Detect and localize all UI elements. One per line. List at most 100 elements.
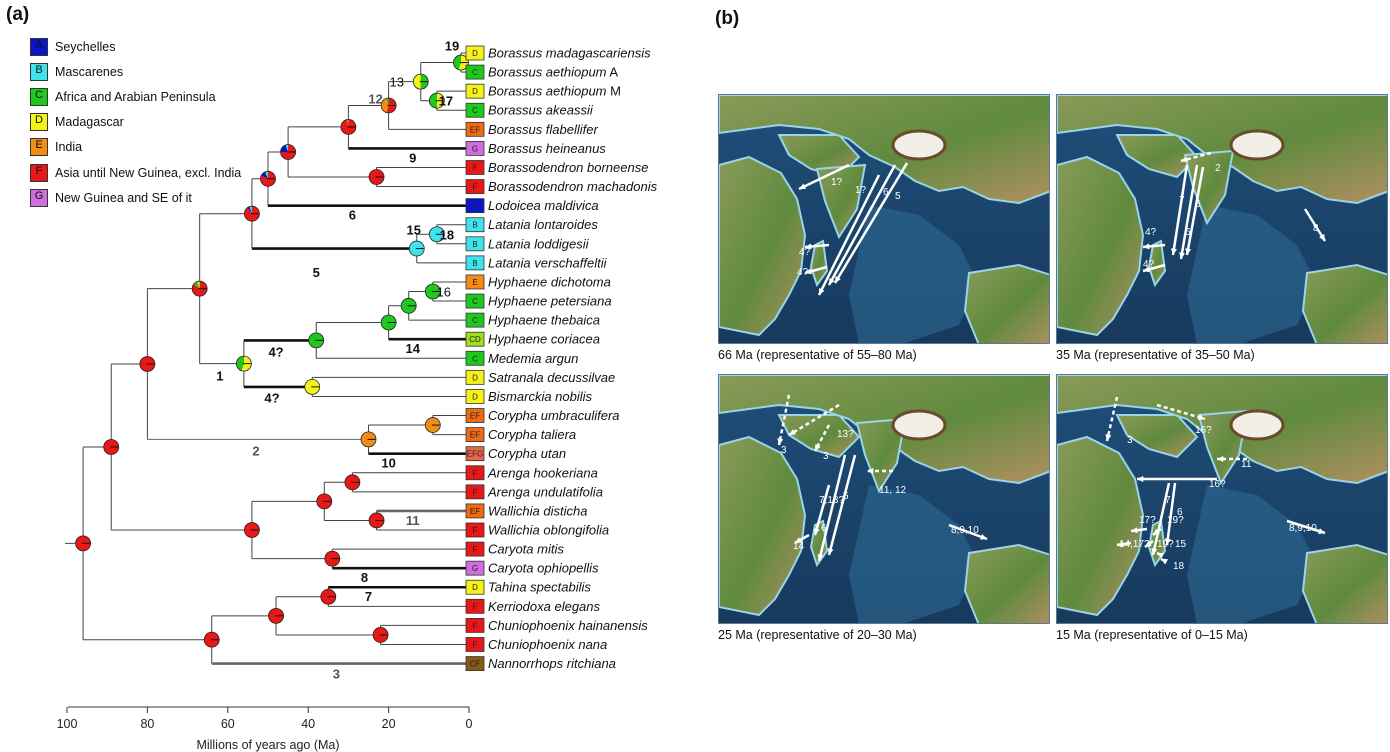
event-label: 8,9,10 — [1289, 523, 1317, 534]
arrow-head — [813, 528, 820, 535]
tip-state-code: B — [472, 240, 477, 249]
tip-state-box — [465, 293, 485, 309]
taxon-name: Corypha taliera — [488, 427, 576, 442]
taxon-name: Arenga hookeriana — [487, 465, 598, 480]
tip-row: EF Corypha taliera — [465, 427, 576, 443]
axis-title: Millions of years ago (Ma) — [196, 738, 339, 752]
node-state-pie — [268, 607, 284, 624]
tip-row: EF Borassus flabellifer — [465, 122, 598, 137]
tip-state-box — [465, 618, 485, 633]
dispersal-arrow — [798, 163, 850, 191]
pie-outline — [424, 283, 441, 300]
ocean-ridge — [1187, 485, 1317, 623]
tip-state-box — [465, 503, 485, 519]
arrow-head — [1137, 475, 1144, 483]
arrow-head — [1105, 434, 1112, 441]
tip-row: B Latania lontaroides — [465, 217, 598, 233]
node-state-pie — [304, 378, 321, 395]
legend-swatch: A — [30, 37, 48, 56]
arrow-head — [1181, 156, 1188, 163]
taxon-name: Borassodendron machadonis — [488, 179, 658, 194]
node-state-pie — [360, 431, 377, 448]
event-label: 19? — [1157, 539, 1174, 550]
tip-taxon-name: Lodoicea maldivica — [488, 198, 599, 213]
node-state-pie — [424, 283, 441, 300]
tip-state-code: D — [472, 583, 478, 592]
pie-outline — [260, 170, 276, 187]
panel-a-letter: (a) — [6, 4, 30, 25]
arrow-head — [829, 278, 835, 285]
dispersal-event-label: 1 — [216, 369, 223, 384]
tip-state-box — [465, 427, 485, 443]
pie-slice — [381, 98, 389, 113]
tip-taxon-name: Chuniophoenix hainanensis — [488, 618, 648, 633]
legend-item: C Africa and Arabian Peninsula — [30, 84, 241, 109]
dispersal-event-label: 4? — [268, 344, 283, 359]
node-state-pie — [75, 535, 91, 552]
dispersal-event-label: 3 — [333, 667, 340, 682]
tip-state-code: C — [472, 354, 478, 363]
taxon-suffix: M — [607, 84, 621, 99]
time-axis: 100 80 60 40 20 0 Millions of years ago (Ma) — [57, 706, 473, 752]
arrow-head — [1117, 541, 1124, 548]
tip-taxon-name: Corypha umbraculifera — [488, 408, 620, 423]
taxon-name: Arenga undulatifolia — [487, 484, 603, 499]
tip-row: A Lodoicea maldivica — [465, 198, 599, 213]
event-label: 3 — [823, 451, 829, 462]
pie-outline — [244, 522, 260, 538]
tip-taxon-name: Borassodendron machadonis — [488, 179, 658, 194]
event-label: 8 — [1313, 223, 1319, 234]
map-caption: 35 Ma (representative of 35–50 Ma) — [1056, 348, 1255, 362]
tip-state-box — [465, 217, 485, 233]
pie-outline — [75, 535, 91, 552]
landmass-eurasia — [1057, 95, 1387, 205]
panel-b-letter: (b) — [715, 8, 740, 29]
taxon-name: Hyphaene coriacea — [488, 332, 600, 347]
taxon-name: Borassus aethiopum — [488, 84, 607, 99]
tip-row: F Borassodendron machadonis — [465, 179, 658, 194]
arrow-head — [867, 467, 874, 475]
tip-state-box — [465, 541, 485, 557]
node-state-pie — [340, 119, 357, 135]
node-state-pie — [372, 627, 389, 643]
taxon-name: Chuniophoenix nana — [488, 637, 607, 652]
pie-outline — [368, 169, 385, 185]
arrow-head — [1179, 252, 1186, 259]
event-label: 14 — [793, 541, 805, 552]
landmass-australia — [963, 543, 1049, 623]
tip-row: D Borassus madagascariensis — [465, 46, 651, 61]
tip-row: C Borassus akeassii — [465, 103, 594, 118]
pie-outline — [316, 493, 333, 510]
pie-outline — [368, 512, 385, 529]
map-caption: 15 Ma (representative of 0–15 Ma) — [1056, 628, 1248, 642]
tip-state-code: C — [472, 68, 478, 77]
tip-taxon-name: Borassus aethiopum M — [488, 84, 621, 99]
legend-swatch: E — [30, 138, 48, 157]
arrow-head — [819, 288, 825, 295]
tip-taxon-name: Borassus heineanus — [488, 141, 606, 156]
arrow-head — [777, 438, 784, 445]
pie-outline — [280, 144, 297, 160]
pie-outline — [304, 378, 321, 395]
node-state-pie — [380, 97, 397, 114]
node-state-pie — [203, 631, 220, 648]
node-state-pie — [428, 92, 445, 109]
event-label: 6 — [1185, 227, 1191, 238]
taxon-name: Latania loddigesii — [488, 236, 590, 251]
taxon-name: Hyphaene thebaica — [488, 313, 600, 328]
tip-state-code: EF — [470, 412, 480, 421]
tip-state-code: D — [472, 373, 478, 382]
node-state-pie — [244, 205, 260, 222]
axis-tick-label: 20 — [382, 717, 396, 731]
ocean-ridge — [1187, 205, 1317, 343]
taxon-name: Hyphaene dichotoma — [488, 274, 611, 289]
tip-taxon-name: Caryota mitis — [488, 542, 564, 557]
dispersal-arrow — [1151, 482, 1171, 556]
map-caption: 25 Ma (representative of 20–30 Ma) — [718, 628, 917, 642]
arrow-head — [805, 268, 812, 275]
himalaya-plateau — [891, 409, 947, 441]
tip-state-code: F — [473, 488, 478, 497]
tip-state-box — [465, 255, 485, 271]
dispersal-arrow — [1179, 164, 1199, 260]
taxon-name: Borassodendron borneense — [488, 160, 648, 175]
